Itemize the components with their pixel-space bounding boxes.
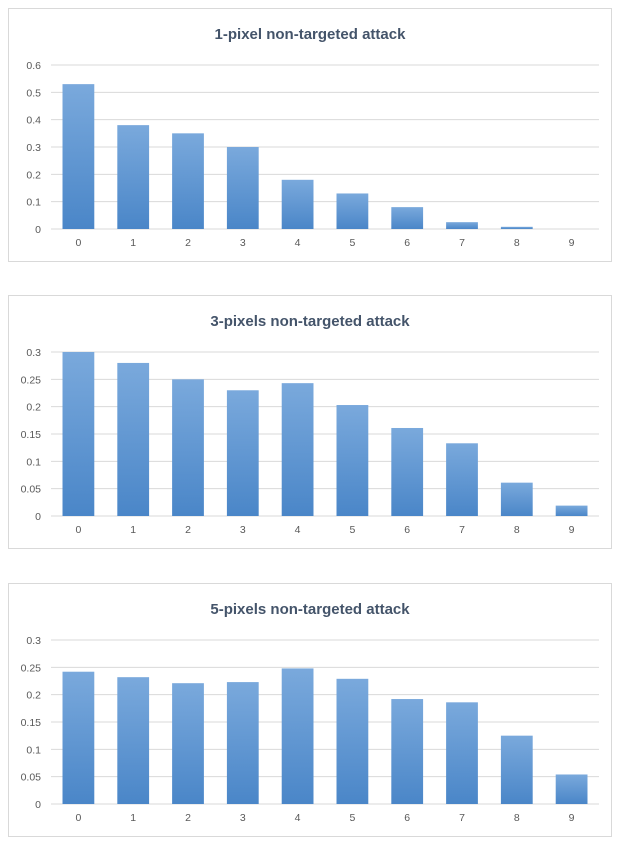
x-tick-label: 5 <box>349 237 355 249</box>
x-tick-label: 7 <box>459 524 465 536</box>
y-tick-label: 0.15 <box>21 429 42 441</box>
bar <box>391 699 424 804</box>
x-tick-label: 4 <box>295 524 301 536</box>
bar <box>62 352 95 516</box>
x-tick-label: 2 <box>185 524 191 536</box>
y-tick-label: 0.2 <box>26 690 41 702</box>
x-tick-label: 4 <box>295 812 301 824</box>
x-tick-label: 6 <box>404 237 410 249</box>
x-tick-label: 9 <box>569 524 575 536</box>
chart-5-pixels: 5-pixels non-targeted attack 0 0.05 0.1 0.1… <box>8 583 612 837</box>
chart-title: 5-pixels non-targeted attack <box>210 601 410 618</box>
x-tick-label: 9 <box>569 237 575 249</box>
chart-title: 3-pixels non-targeted attack <box>210 313 410 330</box>
bar <box>172 133 204 229</box>
chart-title: 1-pixel non-targeted attack <box>215 26 407 43</box>
bar <box>446 222 478 229</box>
bar <box>226 390 259 516</box>
bar <box>281 179 314 229</box>
y-tick-label: 0.3 <box>26 347 41 359</box>
x-tick-label: 7 <box>459 812 465 824</box>
x-tick-label: 0 <box>75 812 81 824</box>
y-tick-label: 0 <box>35 511 41 523</box>
bar <box>446 702 478 804</box>
x-tick-label: 8 <box>514 237 520 249</box>
bar <box>391 207 424 229</box>
x-tick-label: 1 <box>130 812 136 824</box>
x-tick-label: 6 <box>404 812 410 824</box>
y-tick-label: 0.3 <box>26 635 41 647</box>
y-tick-label: 0.1 <box>26 197 41 209</box>
chart-3-pixels: 3-pixels non-targeted attack 0 0.05 0.1 0.1… <box>8 295 612 549</box>
x-tick-label: 4 <box>295 237 301 249</box>
chart-1-pixel: 1-pixel non-targeted attack 0 0.1 0.2 0.3 0.… <box>8 8 612 262</box>
y-tick-label: 0.2 <box>26 169 41 181</box>
x-tick-label: 7 <box>459 237 465 249</box>
x-tick-label: 1 <box>130 524 136 536</box>
x-tick-label: 2 <box>185 812 191 824</box>
x-tick-label: 5 <box>349 812 355 824</box>
x-tick-label: 9 <box>569 812 575 824</box>
bar <box>336 678 369 804</box>
bar <box>500 482 533 516</box>
bar <box>117 125 150 229</box>
bar <box>555 505 588 516</box>
x-tick-label: 3 <box>240 524 246 536</box>
y-tick-label: 0.15 <box>21 717 42 729</box>
bar <box>555 774 588 804</box>
bar <box>62 671 95 804</box>
x-tick-label: 5 <box>349 524 355 536</box>
y-tick-label: 0.4 <box>26 115 41 127</box>
y-tick-label: 0.6 <box>26 60 41 72</box>
y-tick-label: 0.25 <box>21 374 42 386</box>
x-tick-label: 8 <box>514 812 520 824</box>
y-tick-label: 0 <box>35 224 41 236</box>
bar <box>117 362 150 516</box>
bar <box>281 383 314 516</box>
x-tick-label: 2 <box>185 237 191 249</box>
x-tick-label: 8 <box>514 524 520 536</box>
y-tick-label: 0.05 <box>21 772 42 784</box>
chart-3-pixels-svg: 3-pixels non-targeted attack 0 0.05 0.1 0.1… <box>21 313 599 536</box>
x-tick-label: 0 <box>75 237 81 249</box>
x-tick-label: 0 <box>75 524 81 536</box>
y-tick-label: 0.3 <box>26 142 41 154</box>
bar <box>391 427 424 516</box>
y-tick-label: 0.05 <box>21 484 42 496</box>
bar <box>226 147 259 229</box>
bar <box>500 226 533 229</box>
bar <box>500 735 533 804</box>
bar <box>226 682 259 804</box>
x-tick-label: 6 <box>404 524 410 536</box>
x-tick-label: 3 <box>240 812 246 824</box>
x-tick-label: 1 <box>130 237 136 249</box>
bar <box>172 379 204 516</box>
y-tick-label: 0.25 <box>21 662 42 674</box>
y-tick-label: 0 <box>35 799 41 811</box>
y-tick-label: 0.2 <box>26 402 41 414</box>
bar <box>281 668 314 804</box>
y-tick-label: 0.1 <box>26 456 41 468</box>
chart-5-pixels-svg: 5-pixels non-targeted attack 0 0.05 0.1 0.1… <box>21 601 599 824</box>
y-tick-label: 0.1 <box>26 744 41 756</box>
bar <box>117 677 150 804</box>
chart-1-pixel-svg: 1-pixel non-targeted attack 0 0.1 0.2 0.3 0.… <box>26 26 599 249</box>
bar <box>172 683 204 804</box>
bar <box>336 193 369 229</box>
x-tick-label: 3 <box>240 237 246 249</box>
bar <box>446 443 478 516</box>
bar <box>62 84 95 229</box>
y-tick-label: 0.5 <box>26 87 41 99</box>
bar <box>336 405 369 516</box>
